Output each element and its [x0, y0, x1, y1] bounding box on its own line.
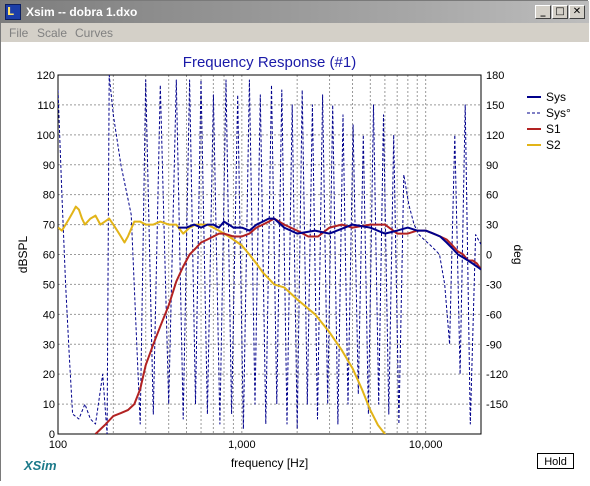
xsim-app-icon[interactable]: L	[5, 4, 21, 20]
series-line-s2	[58, 205, 386, 434]
menu-curves[interactable]: Curves	[75, 26, 114, 40]
y2-tick-label: 180	[486, 70, 504, 82]
y-tick-label: 70	[43, 220, 55, 232]
frequency-response-chart[interactable]: Frequency Response (#1) 0 10 20 30 40 50 60 70 80…	[1, 42, 589, 482]
y2-tick-label: 0	[486, 250, 492, 262]
y2-tick-label: -60	[486, 309, 502, 321]
hold-button[interactable]: Hold	[537, 453, 574, 469]
y2-axis-label: deg	[511, 244, 525, 264]
x-tick-label: 100	[49, 439, 67, 451]
y2-tick-label: -90	[486, 339, 502, 351]
y-tick-label: 100	[37, 130, 55, 142]
y-tick-label: 20	[43, 369, 55, 381]
y2-tick-label: -30	[486, 279, 502, 291]
y-tick-label: 30	[43, 339, 55, 351]
plot-frame	[57, 74, 482, 435]
title-bar[interactable]: L Xsim -- dobra 1.dxo _ □ ✕	[1, 1, 589, 23]
chart-area: Frequency Response (#1) 0 10 20 30 40 50 60 70 80…	[1, 42, 589, 482]
y-tick-label: 60	[43, 250, 55, 262]
series-line-sys-phase	[58, 75, 481, 434]
x-tick-label: 1,000	[228, 439, 256, 451]
x-axis-label: frequency [Hz]	[231, 456, 308, 470]
y-tick-label: 90	[43, 160, 55, 172]
y-tick-label: 40	[43, 309, 55, 321]
y2-tick-label: 30	[486, 220, 498, 232]
y2-tick-label: -150	[486, 399, 508, 411]
legend-label: Sys°	[546, 106, 571, 120]
window-title: Xsim -- dobra 1.dxo	[26, 5, 138, 19]
y2-tick-label: 120	[486, 130, 504, 142]
minimize-button[interactable]: _	[535, 5, 551, 19]
y2-tick-label: 90	[486, 160, 498, 172]
y2-tick-label: 60	[486, 190, 498, 202]
chart-title: Frequency Response (#1)	[183, 54, 356, 71]
y-tick-label: 110	[37, 100, 55, 112]
menu-scale[interactable]: Scale	[37, 26, 68, 40]
legend-label: S2	[546, 138, 561, 152]
series-line-sys	[178, 217, 481, 271]
y2-tick-label: 150	[486, 100, 504, 112]
y-tick-label: 80	[43, 190, 55, 202]
menu-file[interactable]: File	[9, 26, 29, 40]
y-tick-label: 50	[43, 279, 55, 291]
brand-logo: XSim	[23, 458, 57, 473]
legend-label: S1	[546, 122, 561, 136]
menu-bar: File Scale Curves	[1, 23, 589, 42]
maximize-button[interactable]: □	[552, 5, 568, 19]
y-axis-label: dBSPL	[16, 235, 30, 273]
y-tick-label: 120	[37, 70, 55, 82]
legend-label: Sys	[546, 90, 566, 104]
y2-tick-label: -120	[486, 369, 508, 381]
x-tick-label: 10,000	[409, 439, 443, 451]
y-tick-label: 0	[49, 429, 55, 441]
close-button[interactable]: ✕	[569, 5, 585, 19]
y-tick-label: 10	[43, 399, 55, 411]
